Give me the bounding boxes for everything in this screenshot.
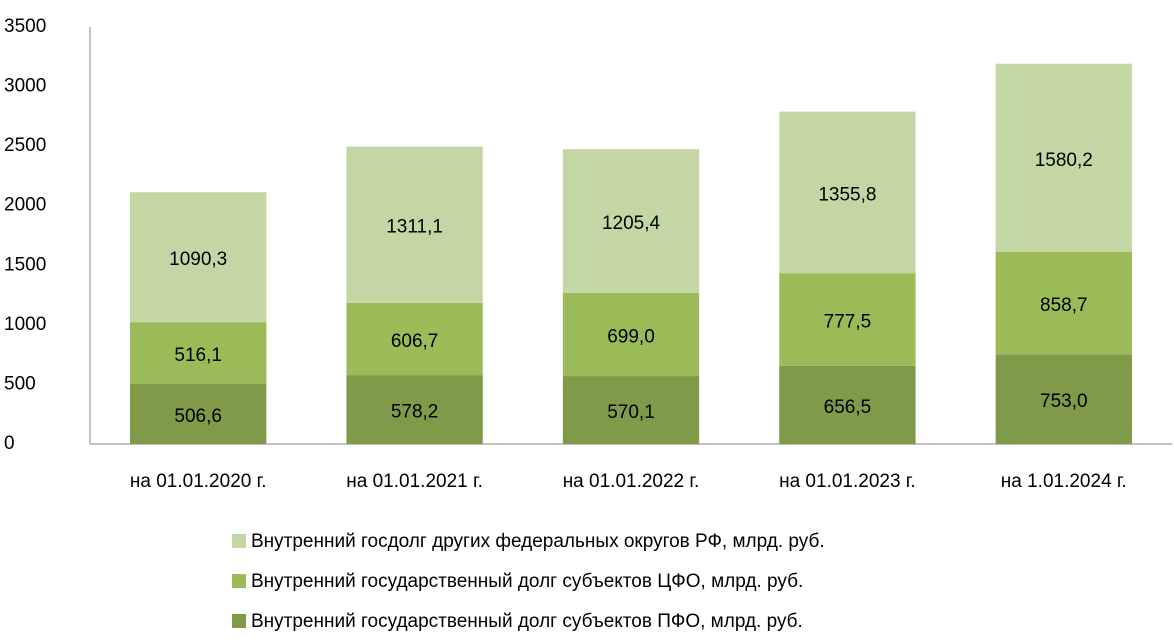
y-tick-label: 2000 <box>4 195 46 216</box>
y-tick-label: 1500 <box>4 254 46 275</box>
bar-segment <box>995 251 1132 355</box>
bar-segment <box>779 111 916 274</box>
data-label: 516,1 <box>174 345 222 366</box>
y-tick-label: 3500 <box>4 16 46 37</box>
bar-segment <box>562 376 700 444</box>
legend-label: Внутренний государственный долг субъекто… <box>251 571 803 592</box>
bar-segment <box>130 322 267 384</box>
data-label: 1311,1 <box>386 217 443 238</box>
data-label: 1580,2 <box>1035 150 1093 171</box>
bar-segment <box>779 365 916 444</box>
data-label: 1355,8 <box>818 184 876 205</box>
data-label: 578,2 <box>391 402 439 423</box>
x-tick-label: на 1.01.2024 г. <box>1001 471 1127 492</box>
data-label: 606,7 <box>391 331 439 352</box>
x-tick-label: на 01.01.2023 г. <box>779 471 916 492</box>
data-label: 1205,4 <box>602 213 661 234</box>
bar-segment <box>995 354 1132 444</box>
bar-segment <box>562 149 700 293</box>
bar-segment <box>779 273 916 366</box>
y-tick-label: 0 <box>4 433 15 454</box>
data-label: 1090,3 <box>169 249 227 270</box>
y-tick-label: 500 <box>4 373 36 394</box>
x-tick-label: на 01.01.2021 г. <box>346 471 483 492</box>
bar-segment <box>346 146 483 303</box>
bar-segment <box>130 192 267 323</box>
bar-segment <box>562 292 700 377</box>
data-label: 858,7 <box>1040 295 1088 316</box>
bar-segment <box>346 375 483 444</box>
bar-segment <box>346 302 483 376</box>
x-tick-label: на 01.01.2022 г. <box>563 471 700 492</box>
y-tick-label: 3000 <box>4 76 46 97</box>
legend-label: Внутренний госдолг других федеральных ок… <box>251 531 825 552</box>
data-label: 777,5 <box>824 311 872 332</box>
y-tick-label: 1000 <box>4 314 46 335</box>
legend-swatch <box>232 534 246 548</box>
data-label: 699,0 <box>607 326 655 347</box>
data-label: 570,1 <box>607 402 655 423</box>
legend-swatch <box>232 574 246 588</box>
legend-label: Внутренний государственный долг субъекто… <box>251 611 803 632</box>
x-tick-label: на 01.01.2020 г. <box>130 471 267 492</box>
legend-swatch <box>232 614 246 628</box>
y-tick-label: 2500 <box>4 135 46 156</box>
data-label: 656,5 <box>824 397 872 418</box>
bar-segment <box>995 63 1132 252</box>
bar-segment <box>130 383 267 444</box>
data-label: 753,0 <box>1040 391 1088 412</box>
data-label: 506,6 <box>174 406 222 427</box>
